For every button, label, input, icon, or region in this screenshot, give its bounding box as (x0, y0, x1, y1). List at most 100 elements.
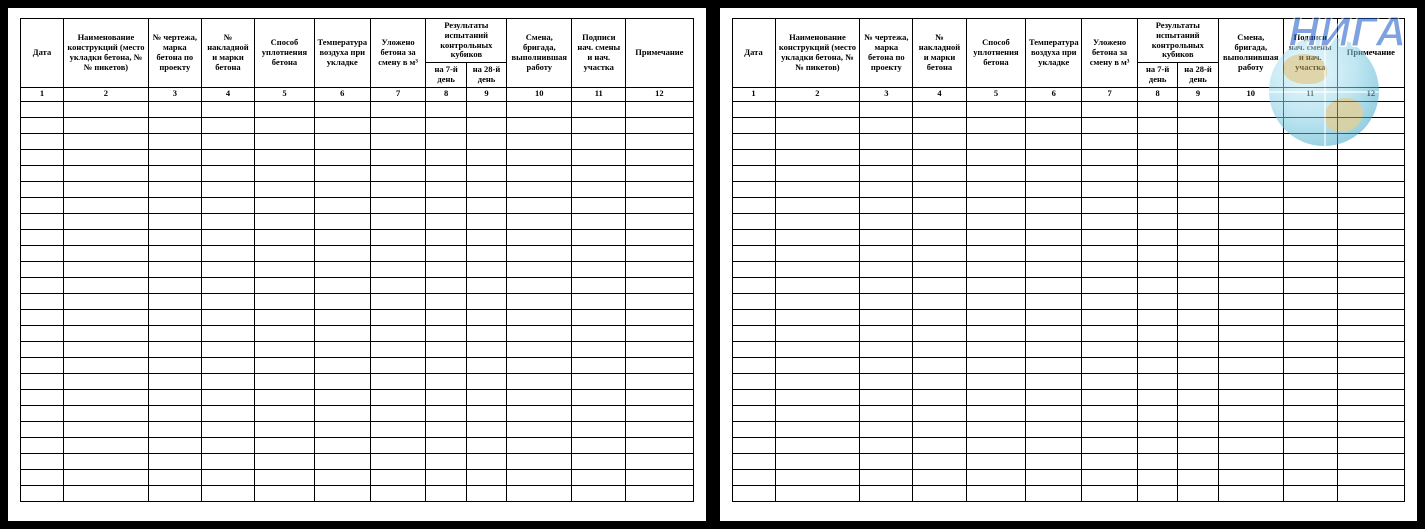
table-cell (426, 341, 466, 357)
table-cell (64, 453, 149, 469)
table-cell (966, 277, 1026, 293)
table-cell (466, 117, 506, 133)
table-cell (370, 117, 426, 133)
table-cell (1026, 469, 1082, 485)
table-cell (201, 261, 254, 277)
table-cell (1337, 421, 1404, 437)
table-row (21, 261, 694, 277)
table-cell (860, 101, 913, 117)
table-cell (21, 421, 64, 437)
table-row (732, 149, 1405, 165)
table-cell (1137, 485, 1177, 501)
table-cell (1218, 245, 1283, 261)
table-row (732, 341, 1405, 357)
table-cell (255, 421, 315, 437)
col-subheader: на 7-й день (1137, 63, 1177, 88)
table-cell (1082, 389, 1138, 405)
table-cell (966, 325, 1026, 341)
table-cell (626, 389, 693, 405)
table-cell (148, 277, 201, 293)
table-cell (64, 261, 149, 277)
table-cell (1137, 437, 1177, 453)
table-cell (732, 373, 775, 389)
table-cell (966, 309, 1026, 325)
table-cell (572, 149, 626, 165)
table-cell (314, 405, 370, 421)
col-number: 12 (626, 87, 693, 101)
table-row (732, 277, 1405, 293)
table-cell (1283, 309, 1337, 325)
table-cell (370, 373, 426, 389)
table-cell (860, 213, 913, 229)
table-cell (860, 405, 913, 421)
table-cell (1082, 181, 1138, 197)
table-cell (1026, 213, 1082, 229)
table-cell (507, 213, 572, 229)
col-number: 5 (255, 87, 315, 101)
table-cell (966, 181, 1026, 197)
table-cell (1026, 389, 1082, 405)
table-cell (148, 165, 201, 181)
table-row (732, 197, 1405, 213)
table-cell (1283, 469, 1337, 485)
table-cell (966, 197, 1026, 213)
table-cell (1337, 293, 1404, 309)
table-cell (1082, 421, 1138, 437)
table-cell (426, 277, 466, 293)
table-cell (21, 341, 64, 357)
table-cell (466, 133, 506, 149)
table-row (732, 421, 1405, 437)
col-header: Дата (21, 19, 64, 88)
table-cell (64, 197, 149, 213)
table-cell (370, 133, 426, 149)
col-header-group: Результаты испытаний контрольных кубиков (1137, 19, 1218, 63)
table-cell (966, 229, 1026, 245)
table-cell (860, 325, 913, 341)
table-cell (775, 437, 860, 453)
table-cell (1178, 245, 1218, 261)
table-cell (255, 373, 315, 389)
table-cell (1137, 165, 1177, 181)
table-cell (1082, 357, 1138, 373)
table-cell (148, 245, 201, 261)
journal-page-right: ДатаНаименование конструкций (место укла… (720, 8, 1418, 521)
table-row (21, 325, 694, 341)
col-number: 5 (966, 87, 1026, 101)
col-number: 10 (507, 87, 572, 101)
table-cell (148, 373, 201, 389)
table-cell (370, 453, 426, 469)
table-cell (732, 309, 775, 325)
table-cell (732, 117, 775, 133)
table-cell (572, 309, 626, 325)
table-cell (966, 453, 1026, 469)
table-cell (732, 261, 775, 277)
table-cell (860, 245, 913, 261)
table-cell (1137, 277, 1177, 293)
table-cell (21, 469, 64, 485)
table-cell (775, 357, 860, 373)
table-row (732, 229, 1405, 245)
table-cell (1082, 229, 1138, 245)
table-cell (775, 469, 860, 485)
table-cell (1218, 485, 1283, 501)
table-cell (201, 389, 254, 405)
table-cell (1178, 453, 1218, 469)
table-cell (255, 213, 315, 229)
table-cell (1082, 485, 1138, 501)
table-cell (1026, 229, 1082, 245)
table-cell (913, 437, 966, 453)
table-cell (1218, 277, 1283, 293)
table-cell (148, 117, 201, 133)
table-cell (1026, 101, 1082, 117)
table-cell (1026, 357, 1082, 373)
table-cell (1283, 181, 1337, 197)
table-cell (1178, 101, 1218, 117)
table-cell (426, 117, 466, 133)
table-row (21, 245, 694, 261)
table-cell (255, 389, 315, 405)
table-cell (1337, 165, 1404, 181)
table-cell (64, 405, 149, 421)
col-number: 6 (1026, 87, 1082, 101)
table-cell (1337, 453, 1404, 469)
table-cell (1178, 373, 1218, 389)
